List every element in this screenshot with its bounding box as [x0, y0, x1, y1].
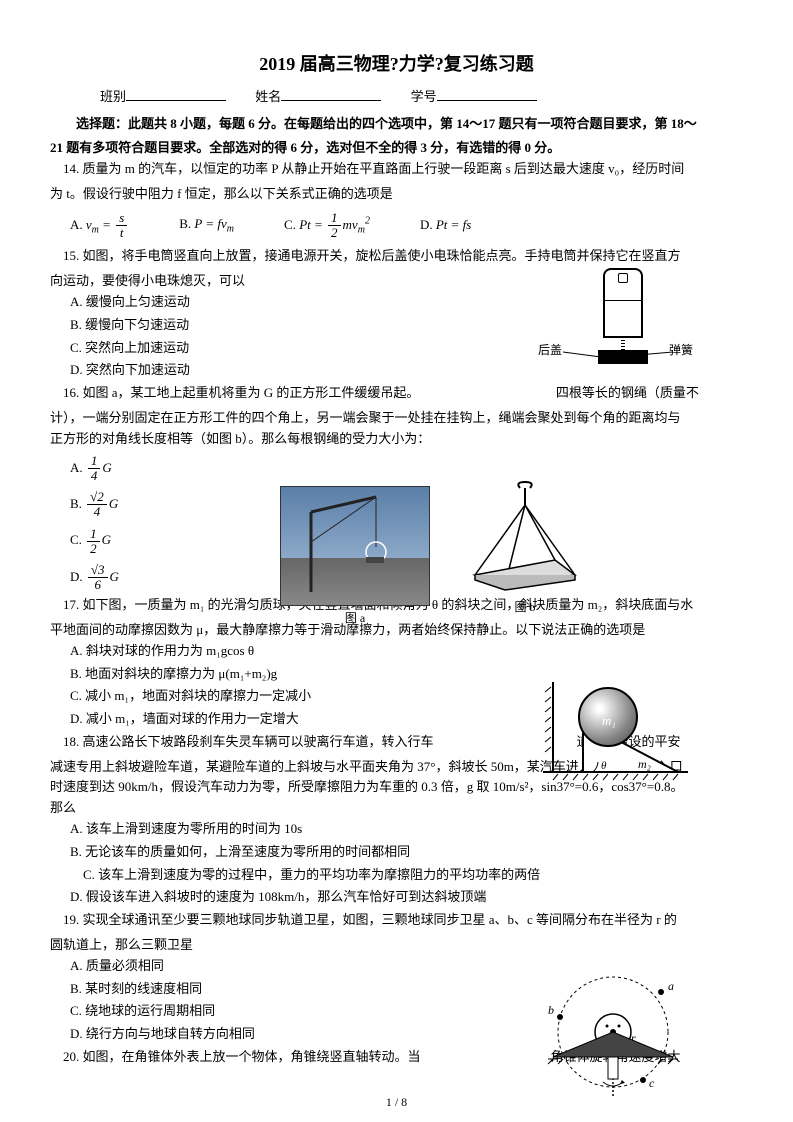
name-label: 姓名: [255, 89, 281, 104]
fig-a-label: 图 a: [280, 609, 430, 628]
q14-optA: A. vm = st: [70, 211, 129, 241]
orbit-diagram: a b c r: [513, 962, 703, 1102]
q18-optA: A. 该车上滑到速度为零所用的时间为 10s: [70, 819, 743, 840]
q14-optD: D. Pt = fs: [420, 215, 471, 236]
q16-text2: 计），一端分别固定在正方形工件的四个角上，另一端会聚于一处挂在挂钩上，绳端会聚处…: [50, 408, 743, 429]
q18-optC: C. 该车上滑到速度为零的过程中，重力的平均功率为摩擦阻力的平均功率的两倍: [70, 865, 743, 886]
q14-text1: 14. 质量为 m 的汽车，以恒定的功率 P 从静止开始在平直路面上行驶一段距离…: [50, 159, 743, 180]
svg-text:b: b: [548, 1003, 554, 1017]
q17-diagram: θ m₂ m₁ m₁: [543, 682, 693, 782]
q16-optA: A. 14G: [70, 450, 743, 486]
q14-options: A. vm = st B. P = fvm C. Pt = 12mvm2 D. …: [50, 211, 743, 241]
svg-text:m₂: m₂: [638, 757, 651, 771]
header-fields: 班别 姓名 学号: [50, 87, 743, 108]
flashlight-diagram: 后盖 弹簧: [563, 268, 683, 378]
q19-text1: 19. 实现全球通讯至少要三颗地球同步轨道卫星，如图，三颗地球同步卫星 a、b、…: [50, 910, 743, 931]
page-title: 2019 届高三物理?力学?复习练习题: [50, 50, 743, 79]
q19-text2: 圆轨道上，那么三颗卫星: [50, 935, 743, 956]
ball-m1: m₁: [578, 687, 638, 747]
q18-text4: 那么: [50, 798, 743, 819]
svg-text:θ: θ: [601, 760, 607, 772]
q14-optB: B. P = fvm: [179, 214, 234, 238]
fig-b-label: 图 b: [460, 598, 590, 617]
svg-text:c: c: [649, 1076, 655, 1090]
q17-optA: A. 斜块对球的作用力为 m₁gcos θ: [70, 641, 743, 662]
page-number: 1 / 8: [386, 1093, 407, 1112]
class-label: 班别: [100, 89, 126, 104]
figure-a: 图 a: [280, 486, 430, 628]
svg-text:a: a: [668, 979, 674, 993]
figure-b: 图 b: [460, 480, 590, 617]
id-label: 学号: [411, 89, 437, 104]
q16-text3: 正方形的对角线长度相等（如图 b）。那么每根钢绳的受力大小为：: [50, 429, 743, 450]
back-cover-label: 后盖: [538, 341, 562, 360]
q16-text1: 16. 如图 a，某工地上起重机将重为 G 的正方形工件缓缓吊起。 四根等长的钢…: [50, 383, 743, 404]
q14-text2: 为 t。假设行驶中阻力 f 恒定，那么以下关系式正确的选项是: [50, 184, 743, 205]
q18-optB: B. 无论该车的质量如何，上滑至速度为零所用的时间都相同: [70, 842, 743, 863]
q14-optC: C. Pt = 12mvm2: [284, 211, 370, 241]
instruction-line2: 21 题有多项符合题目要求。全部选对的得 6 分，选对但不全的得 3 分，有选错…: [50, 138, 743, 159]
q18-optD: D. 假设该车进入斜坡时的速度为 108km/h，那么汽车恰好可到达斜坡顶端: [70, 887, 743, 908]
instruction-line1: 选择题：此题共 8 小题，每题 6 分。在每题给出的四个选项中，第 14～17 …: [50, 114, 743, 135]
q18-options: A. 该车上滑到速度为零所用的时间为 10s B. 无论该车的质量如何，上滑至速…: [50, 819, 743, 908]
q15-text1: 15. 如图，将手电筒竖直向上放置，接通电源开关，旋松后盖使小电珠恰能点亮。手持…: [50, 246, 743, 267]
